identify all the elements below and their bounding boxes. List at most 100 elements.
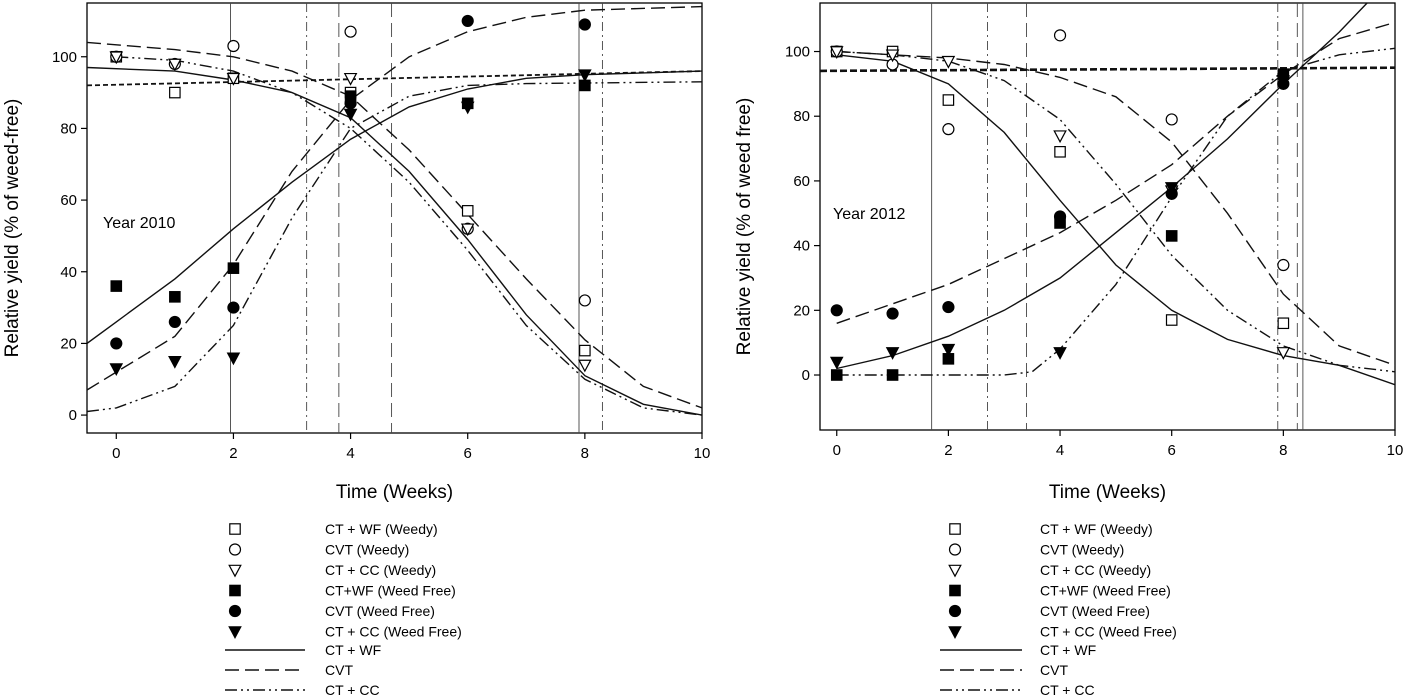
data-point [1053, 29, 1067, 42]
fit-curve-1 [836, 54, 1395, 386]
fit-curve-4 [836, 3, 1368, 370]
legend-label: CT + WF (Weedy) [1040, 521, 1153, 537]
legend-marker [228, 543, 242, 556]
data-point [579, 344, 591, 357]
x-tick-label: 8 [581, 445, 589, 462]
x-tick-label: 10 [694, 445, 711, 462]
data-point [460, 223, 475, 237]
data-point [226, 352, 241, 366]
legend-label: CVT (Weed Free) [325, 603, 435, 619]
data-point [227, 301, 240, 314]
data-point [168, 58, 182, 72]
series-4 [830, 68, 1290, 381]
y-tick-label: 20 [60, 335, 77, 352]
legend-label: CVT (Weedy) [325, 542, 409, 558]
data-point [344, 97, 357, 110]
fit-curve-2 [836, 50, 1395, 366]
y-tick-label: 60 [60, 192, 77, 209]
data-point [1276, 347, 1291, 360]
data-point [1165, 113, 1178, 126]
legend-label: CT + CC [1040, 682, 1095, 698]
legend-label: CT + WF [1040, 642, 1096, 658]
legend-label: CT + CC (Weedy) [1040, 562, 1151, 578]
y-tick-label: 100 [52, 49, 77, 66]
data-point [830, 304, 843, 317]
series-3 [829, 46, 1291, 360]
x-tick-label: 4 [1056, 442, 1064, 459]
data-point [110, 280, 123, 292]
legend-marker [228, 564, 242, 578]
data-point [1053, 347, 1067, 360]
year-annotation: Year 2012 [833, 206, 905, 223]
fit-curve-4 [87, 70, 702, 344]
data-point [941, 55, 956, 69]
fit-curve-7 [820, 66, 1395, 73]
y-axis-title: Relative yield (% of weed-free) [2, 99, 23, 358]
fit-curve-6 [836, 47, 1395, 376]
x-tick-label: 2 [229, 445, 237, 462]
data-point [829, 356, 844, 370]
data-point [829, 46, 844, 60]
legend-label: CT + CC [325, 682, 380, 698]
legend-marker [948, 543, 962, 556]
x-tick-label: 0 [112, 445, 120, 462]
legend-label: CT + WF (Weedy) [325, 521, 438, 537]
y-tick-label: 0 [69, 407, 77, 424]
fit-curve-7 [87, 70, 702, 87]
legend-label: CVT (Weed Free) [1040, 603, 1150, 619]
data-point [227, 262, 240, 274]
y-tick-label: 40 [60, 264, 77, 281]
data-point [461, 14, 474, 28]
legend-label: CT+WF (Weed Free) [325, 583, 456, 599]
data-point [226, 72, 241, 86]
legend-label: CT + WF [325, 642, 381, 658]
fit-curve-3 [836, 50, 1395, 373]
data-point [941, 343, 956, 357]
x-tick-label: 0 [833, 442, 841, 459]
legend-label: CT+WF (Weed Free) [1040, 583, 1171, 599]
legend-label: CVT (Weedy) [1040, 542, 1124, 558]
legend-marker [228, 626, 242, 639]
legend-marker [948, 626, 962, 639]
fit-curve-5 [836, 21, 1395, 324]
data-point [227, 39, 240, 53]
data-point [1276, 75, 1291, 89]
legend-marker [949, 584, 961, 597]
data-point [1277, 317, 1290, 330]
data-point [343, 108, 358, 122]
data-point [885, 49, 900, 63]
series-3 [109, 51, 592, 373]
x-axis-title: Time (Weeks) [1049, 482, 1166, 503]
data-point [168, 315, 181, 329]
data-point [942, 94, 955, 106]
data-point [343, 72, 358, 86]
data-point [1164, 182, 1179, 195]
data-point [1053, 130, 1067, 144]
legend-label: CVT [1040, 662, 1068, 678]
fit-curve-5 [87, 5, 702, 391]
fit-curve-2 [87, 41, 702, 409]
data-point [578, 69, 592, 83]
plot-frame [86, 2, 703, 434]
legend-marker [229, 523, 241, 535]
legend-marker [949, 523, 961, 535]
data-point [168, 356, 182, 369]
x-tick-label: 8 [1279, 442, 1287, 459]
data-point [110, 337, 123, 350]
legend-marker [228, 604, 242, 618]
y-tick-label: 0 [802, 367, 810, 384]
x-axis-title: Time (Weeks) [336, 482, 453, 503]
data-point [886, 307, 899, 320]
data-point [942, 123, 955, 136]
fit-curve-3 [116, 56, 702, 416]
data-point [169, 86, 181, 99]
data-point [885, 347, 900, 360]
data-point [942, 300, 955, 314]
legend-marker [948, 564, 962, 578]
legend-label: CT + CC (Weed Free) [1040, 624, 1177, 640]
x-tick-label: 10 [1387, 442, 1404, 459]
legend-label: CT + CC (Weedy) [325, 562, 436, 578]
y-tick-label: 40 [793, 238, 810, 255]
